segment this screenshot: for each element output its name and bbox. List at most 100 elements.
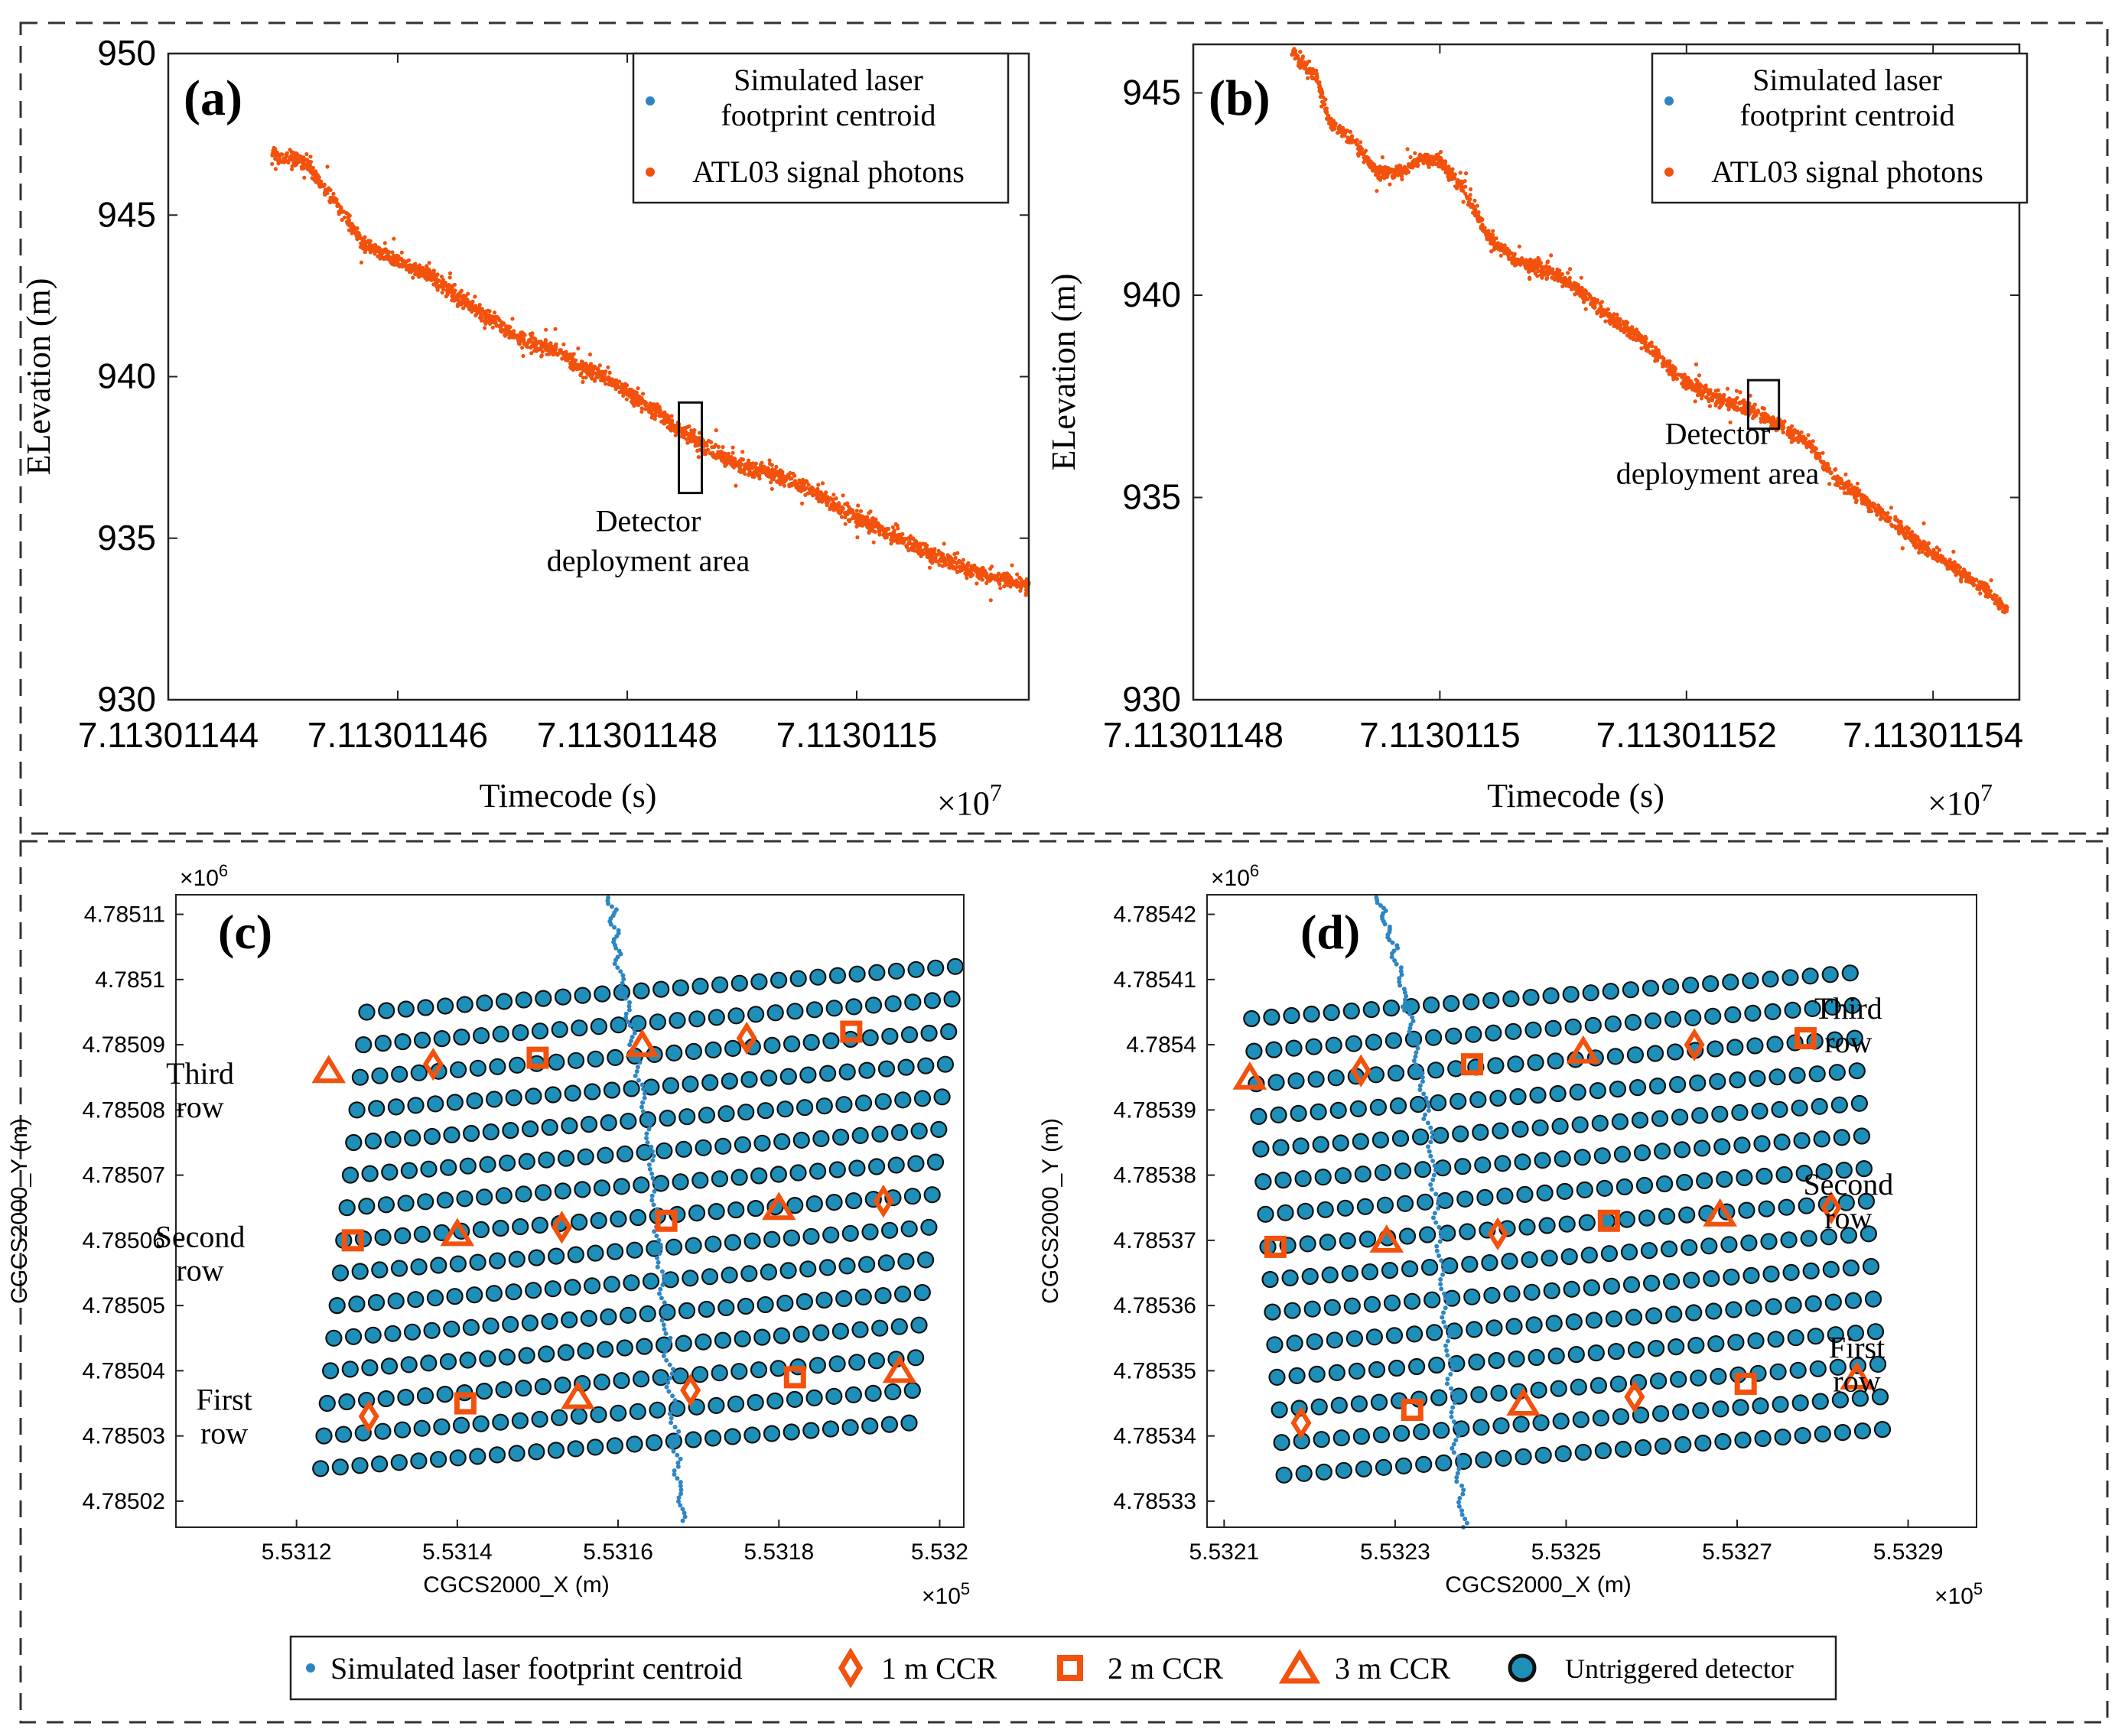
photon-point [1572, 283, 1576, 288]
photon-point [1336, 130, 1341, 135]
photon-point [1697, 373, 1702, 378]
photon-point [1356, 151, 1361, 156]
photon-point [598, 372, 603, 377]
untriggered-detector [544, 1280, 561, 1298]
photon-point [979, 571, 984, 576]
photon-point [285, 151, 289, 155]
photon-point [1710, 398, 1714, 403]
photon-point [1327, 117, 1332, 122]
photon-point [1528, 257, 1533, 262]
photon-point [565, 357, 570, 362]
photon-point [561, 353, 567, 358]
photon-point [1336, 127, 1341, 132]
untriggered-detector [479, 1350, 496, 1367]
photon-point [1536, 269, 1541, 274]
photon-point [1533, 271, 1537, 276]
untriggered-detector [466, 1286, 483, 1304]
untriggered-detector [786, 1390, 804, 1409]
untriggered-detector [893, 1285, 912, 1303]
photon-point [820, 499, 825, 504]
y-tick-label: 940 [97, 356, 156, 396]
untriggered-detector [476, 1188, 493, 1206]
photon-point [889, 538, 893, 542]
untriggered-detector [567, 1246, 584, 1263]
photon-point [695, 448, 700, 454]
photon-point [829, 503, 834, 508]
photon-point [1433, 157, 1437, 161]
photon-point [522, 332, 526, 336]
untriggered-detector [416, 1387, 434, 1405]
untriggered-detector [511, 1412, 529, 1429]
photon-point [780, 476, 785, 481]
photon-point [1339, 134, 1345, 138]
photon-point [362, 238, 366, 242]
untriggered-detector [577, 1148, 594, 1165]
untriggered-detector [616, 1339, 633, 1357]
photon-point [1825, 469, 1830, 473]
photon-point [322, 190, 327, 195]
photon-point [1738, 390, 1742, 395]
photon-point [1012, 583, 1017, 587]
photon-point [522, 341, 527, 346]
photon-point [520, 346, 525, 350]
photon-point [1751, 406, 1755, 411]
photon-point [1619, 328, 1623, 333]
untriggered-detector [695, 1139, 712, 1156]
photon-point [740, 457, 746, 462]
photon-point [1010, 563, 1014, 567]
photon-point [1671, 375, 1676, 380]
untriggered-detector [394, 1227, 412, 1245]
photon-point [1935, 555, 1940, 560]
untriggered-detector [805, 1195, 823, 1213]
photon-point [1459, 187, 1463, 191]
photon-point [1893, 515, 1898, 519]
photon-point [998, 586, 1003, 590]
photon-point [774, 464, 779, 470]
photon-point [1346, 140, 1351, 145]
photon-point [1754, 410, 1759, 414]
photon-point [2004, 606, 2009, 611]
untriggered-detector [570, 1213, 588, 1231]
photon-point [304, 151, 309, 157]
untriggered-detector [734, 1330, 751, 1348]
photon-point [1903, 532, 1908, 537]
photon-point [325, 164, 330, 169]
photon-point [1490, 240, 1495, 245]
photon-point [529, 336, 534, 341]
untriggered-detector [472, 1221, 490, 1239]
photon-point [1770, 418, 1775, 422]
photon-point [1879, 508, 1883, 513]
panel-a-legend-centroid-label-2: footprint centroid [721, 98, 935, 132]
photon-point [1718, 396, 1723, 401]
untriggered-detector [488, 1446, 506, 1464]
photon-point [448, 284, 454, 289]
photon-point [892, 528, 896, 533]
photon-point [544, 327, 548, 332]
photon-point [555, 353, 560, 357]
photon-point [441, 278, 445, 282]
photon-point [390, 250, 395, 255]
photon-point [576, 346, 581, 351]
photon-point [1525, 263, 1530, 268]
photon-point [1453, 175, 1457, 180]
untriggered-detector [512, 1217, 529, 1236]
photon-point [340, 217, 344, 223]
photon-point [1537, 257, 1541, 262]
untriggered-detector [825, 1387, 843, 1406]
untriggered-detector [812, 1130, 830, 1148]
photon-point [947, 559, 952, 564]
photon-point [444, 294, 448, 299]
photon-point [1842, 491, 1847, 496]
untriggered-detector [446, 1288, 464, 1305]
photon-point [596, 366, 600, 371]
photon-point [1019, 577, 1023, 581]
photon-point [1293, 51, 1298, 57]
photon-point [490, 325, 495, 330]
photon-point [1518, 259, 1523, 264]
untriggered-detector [890, 1318, 908, 1335]
photon-point [867, 531, 871, 535]
panel-a-label: (a) [184, 70, 242, 126]
panel-b-legend-centroid-label: Simulated laser [1752, 63, 1942, 97]
untriggered-detector [743, 1232, 761, 1250]
photon-point [740, 450, 745, 454]
